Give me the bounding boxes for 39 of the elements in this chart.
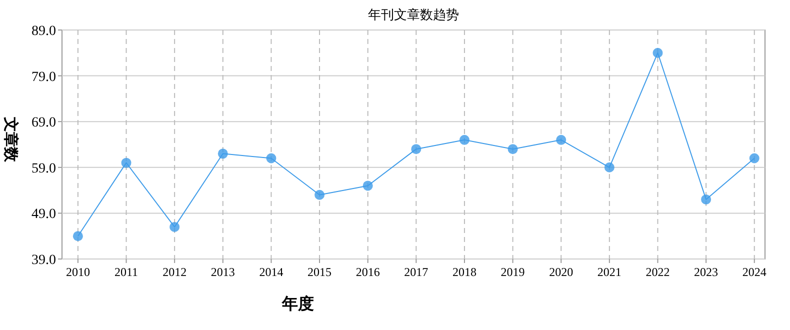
point bbox=[411, 144, 422, 154]
x-axis-title: 年度 bbox=[281, 294, 314, 313]
y-tick-label: 79.0 bbox=[32, 70, 56, 85]
point bbox=[362, 180, 373, 191]
point bbox=[749, 153, 760, 164]
x-tick-label: 2022 bbox=[646, 265, 670, 279]
y-tick-label: 49.0 bbox=[32, 207, 56, 222]
x-tick-label: 2023 bbox=[694, 265, 718, 279]
point bbox=[652, 48, 663, 58]
x-tick-label: 2020 bbox=[549, 265, 574, 279]
x-tick-label: 2015 bbox=[308, 265, 332, 279]
y-axis-title: 文章数 bbox=[2, 116, 20, 163]
x-tick-label: 2011 bbox=[114, 265, 138, 279]
x-tick-label: 2013 bbox=[210, 265, 235, 279]
point bbox=[604, 162, 614, 172]
point bbox=[170, 222, 180, 232]
x-tick-label: 2010 bbox=[66, 265, 90, 279]
point bbox=[459, 134, 470, 145]
point bbox=[314, 190, 325, 200]
point bbox=[218, 148, 228, 159]
x-tick-label: 2017 bbox=[404, 265, 428, 279]
y-tick-label: 69.0 bbox=[32, 116, 56, 131]
x-tick-label: 2012 bbox=[162, 265, 187, 279]
x-tick-label: 2016 bbox=[356, 265, 380, 279]
point bbox=[266, 153, 276, 164]
x-tick-label: 2021 bbox=[597, 265, 622, 279]
point bbox=[556, 134, 566, 145]
point bbox=[121, 158, 132, 168]
point bbox=[701, 194, 712, 204]
y-tick-label: 39.0 bbox=[32, 253, 56, 268]
point bbox=[508, 144, 518, 154]
x-tick-label: 2024 bbox=[742, 265, 766, 279]
x-tick-label: 2018 bbox=[452, 265, 476, 279]
x-tick-label: 2019 bbox=[500, 265, 525, 279]
x-tick-label: 2014 bbox=[259, 265, 284, 279]
y-tick-label: 59.0 bbox=[32, 161, 56, 176]
chart-title: 年刊文章数趋势 bbox=[368, 7, 459, 22]
point bbox=[72, 231, 83, 242]
y-tick-label: 89.0 bbox=[32, 24, 56, 39]
